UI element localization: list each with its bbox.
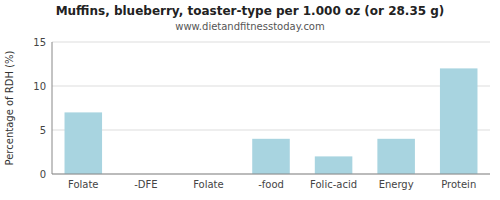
- y-axis-label: Percentage of RDH (%): [4, 50, 15, 165]
- bar: [65, 112, 103, 174]
- y-tick-label: 15: [33, 37, 46, 48]
- y-axis: [52, 42, 53, 174]
- grid: [52, 42, 490, 174]
- bar: [315, 156, 353, 174]
- title: Muffins, blueberry, toaster-type per 1.0…: [56, 4, 445, 18]
- chart-container: Muffins, blueberry, toaster-type per 1.0…: [0, 0, 500, 200]
- bar: [252, 139, 290, 174]
- y-tick-label: 0: [40, 169, 46, 180]
- x-tick-label: Folate: [193, 179, 224, 190]
- x-tick-label: Folate: [68, 179, 99, 190]
- grid-line: [52, 174, 490, 175]
- y-tick-label: 5: [40, 125, 46, 136]
- bar: [377, 139, 415, 174]
- x-tick-label: Folic-acid: [310, 179, 357, 190]
- x-tick-label: -DFE: [134, 179, 157, 190]
- x-tick-label: -food: [258, 179, 284, 190]
- bars: [65, 68, 478, 174]
- bar: [440, 68, 478, 174]
- grid-line: [52, 42, 490, 43]
- subtitle: www.dietandfitnesstoday.com: [175, 21, 324, 32]
- chart: Muffins, blueberry, toaster-type per 1.0…: [0, 0, 500, 200]
- x-axis: [52, 174, 490, 175]
- x-tick-label: Protein: [441, 179, 476, 190]
- x-tick-label: Energy: [379, 179, 414, 190]
- grid-line: [52, 130, 490, 131]
- y-tick-label: 10: [33, 81, 46, 92]
- grid-line: [52, 86, 490, 87]
